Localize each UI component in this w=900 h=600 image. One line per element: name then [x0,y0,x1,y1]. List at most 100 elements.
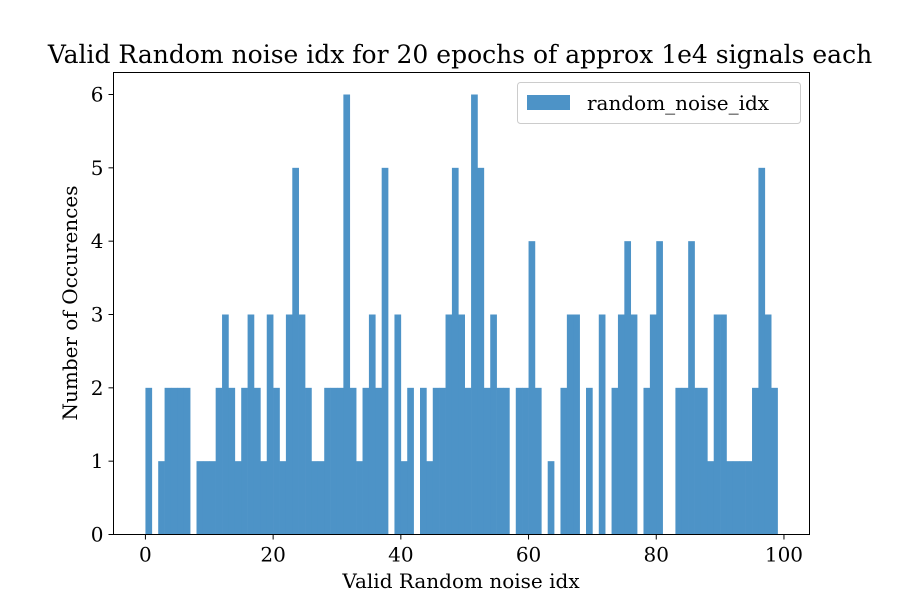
histogram-bar [330,387,338,535]
histogram-bar [681,387,689,535]
y-tick-label: 6 [91,83,104,107]
y-tick-label: 5 [91,156,104,180]
axes-frame [113,72,810,535]
histogram-bar [528,241,536,535]
histogram-bar [586,387,593,535]
x-axis-label: Valid Random noise idx [341,569,580,593]
legend: random_noise_idx [517,82,801,124]
histogram-bar [292,167,299,535]
histogram-bar [573,314,580,535]
histogram-bar [490,314,497,535]
histogram-bar [522,387,529,535]
y-tick-label: 1 [91,449,104,473]
legend-box [517,82,801,124]
histogram-bar [170,387,178,535]
histogram-bar [317,461,325,535]
y-tick-label: 2 [91,376,104,400]
histogram-bar [771,387,778,535]
x-tick-label: 0 [139,543,152,567]
histogram-bar [694,387,702,535]
x-axis-ticks: 0 20 40 60 80 100 [139,534,803,567]
histogram-bar [394,314,402,535]
histogram-bar [560,387,568,535]
histogram-bar [503,387,510,535]
histogram-bar [496,387,504,535]
histogram-bar [343,94,351,535]
histogram-bar [630,314,638,535]
histogram-bar [253,387,261,535]
histogram-bar [471,94,478,535]
histogram-bar [400,461,408,535]
histogram-bar [458,314,465,535]
histogram-bar [566,314,574,535]
histogram-bar [324,387,331,535]
histogram-bar [758,167,766,535]
x-tick-label: 40 [388,543,413,567]
histogram-bar [688,241,695,535]
histogram-bar [643,387,651,535]
histogram-bar [273,387,280,535]
histogram-bar [534,387,542,535]
histogram-bar [726,461,734,535]
histogram-bar [739,461,746,535]
histogram-bar [483,387,491,535]
histogram-bar [285,314,293,535]
x-tick-label: 100 [765,543,803,567]
chart-title: Valid Random noise idx for 20 epochs of … [47,40,872,69]
y-tick-label: 3 [91,303,104,327]
histogram-bar [196,461,204,535]
histogram-bar [177,387,185,535]
histogram-bar [215,387,223,535]
histogram-bar [381,167,389,535]
histogram-bar [426,461,434,535]
histogram-bar [745,461,753,535]
histogram-bar [649,314,657,535]
histogram-bar [349,387,357,535]
x-tick-label: 80 [644,543,669,567]
histogram-bar [515,387,523,535]
histogram-bar [675,387,683,535]
histogram-bar [209,461,216,535]
histogram-bar [713,314,721,535]
histogram-bar [700,387,708,535]
histogram-bar [375,387,382,535]
histogram-bar [279,461,287,535]
histogram-bar [222,314,229,535]
histogram-bar [145,387,153,535]
histogram-bar [336,387,344,535]
histogram-bar [202,461,210,535]
histogram-bar [356,461,363,535]
histogram-bar [624,241,632,535]
histogram-bar [764,314,772,535]
x-tick-label: 20 [260,543,285,567]
histogram-bar [732,461,740,535]
histogram-bar [617,314,625,535]
histogram-bar [656,241,663,535]
histogram-bar [260,461,268,535]
histogram-bar [305,387,312,535]
histogram-bar [298,314,306,535]
histogram-bar [228,387,236,535]
histogram-bar [420,387,427,535]
y-tick-label: 4 [91,229,104,253]
histogram-bar [720,314,727,535]
histogram-bar [368,314,376,535]
histogram-bar [362,387,370,535]
histogram-bar [234,461,242,535]
y-axis-label: Number of Occurences [58,186,82,421]
x-tick-label: 60 [516,543,541,567]
histogram-bar [547,461,555,535]
legend-swatch [527,95,570,110]
histogram-bar [311,461,319,535]
histogram-bar [451,167,459,535]
histogram-bar [183,387,191,535]
histogram-bar [164,387,172,535]
histogram-bar [611,387,619,535]
y-axis-ticks: 0 1 2 3 4 5 6 [91,83,114,547]
histogram-bar [439,387,446,535]
histogram-bar [598,314,606,535]
histogram-bar [432,387,440,535]
histogram-bar [407,387,414,535]
histogram-bar [266,314,274,535]
